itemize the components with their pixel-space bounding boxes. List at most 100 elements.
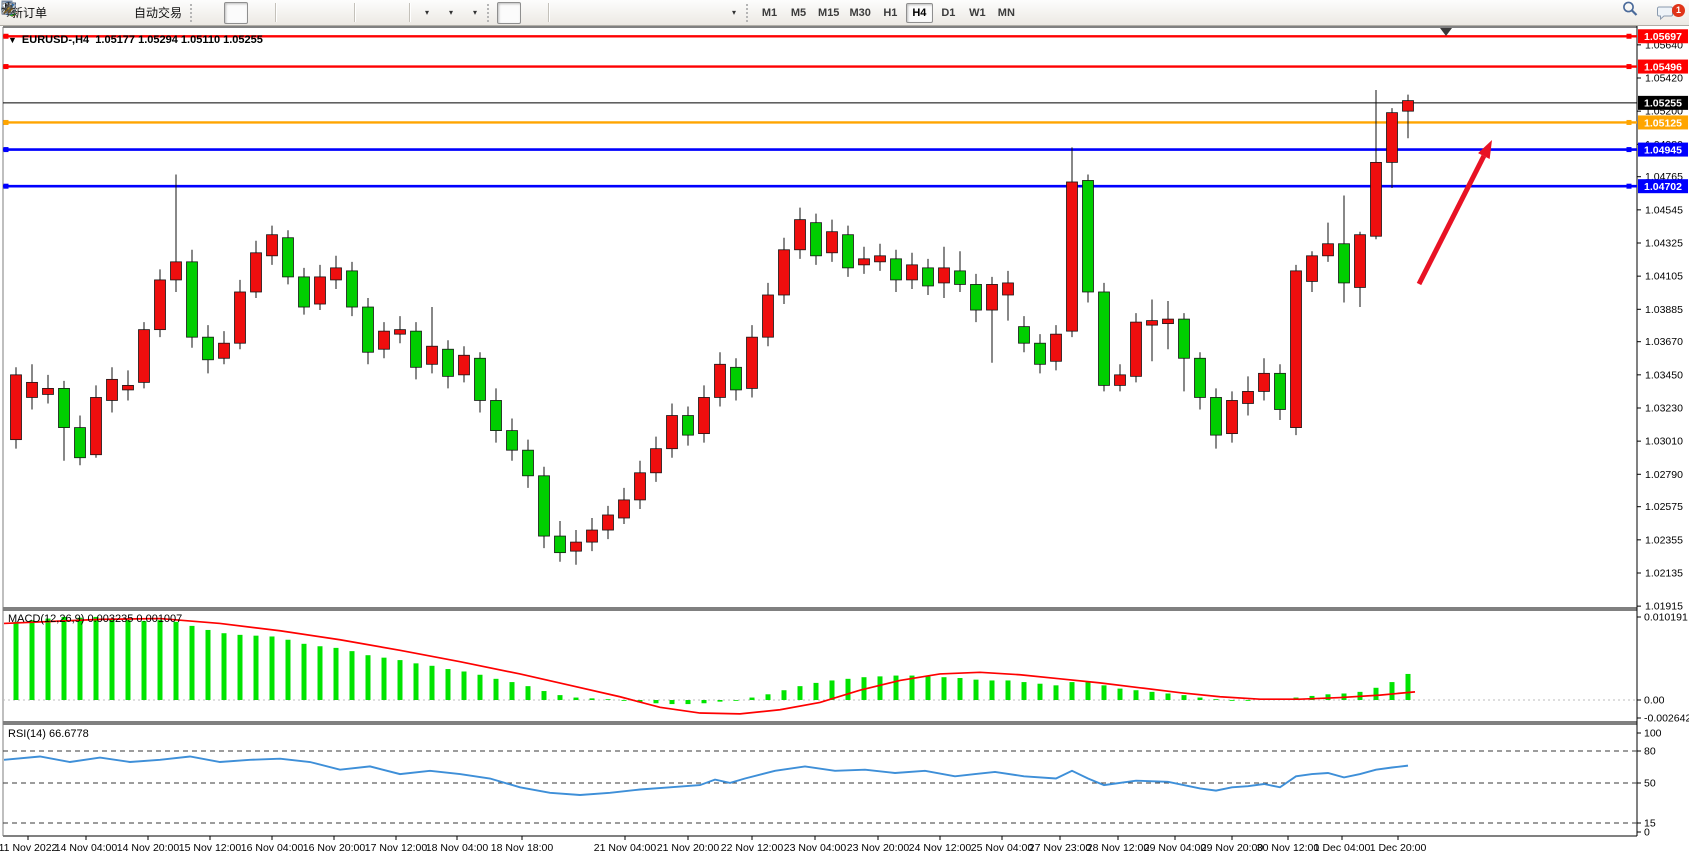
time-axis-label: 16 Nov 04:00: [241, 842, 304, 854]
candle-body: [538, 475, 550, 537]
candle-body: [1322, 243, 1334, 257]
chart-shift-button[interactable]: [3, 2, 406, 24]
timeframe-button-w1[interactable]: W1: [964, 3, 991, 23]
candle-body: [410, 330, 422, 368]
macd-histogram-bar: [733, 700, 739, 701]
arrows-button[interactable]: ▾: [3, 2, 744, 24]
candle-body: [458, 354, 470, 376]
hline-handle[interactable]: [1626, 33, 1632, 39]
hline-handle[interactable]: [3, 147, 9, 153]
toolbar-separator: [275, 3, 277, 22]
arrow-annotation[interactable]: [1416, 154, 1487, 286]
hline-handle[interactable]: [3, 33, 9, 39]
macd-histogram-bar: [557, 695, 563, 700]
zoom-out-button[interactable]: [2, 1, 327, 24]
macd-histogram-bar: [1197, 697, 1203, 700]
timeframe-button-h4[interactable]: H4: [905, 2, 933, 23]
line-chart-button[interactable]: [2, 2, 272, 24]
candle-body: [58, 388, 70, 428]
hline-handle[interactable]: [3, 183, 9, 189]
candle-body: [250, 252, 262, 293]
price-badge-label: 1.05697: [1644, 31, 1682, 43]
candlestick-chart-button[interactable]: [3, 1, 249, 24]
candle-body: [922, 267, 934, 287]
timeframe-button-h1[interactable]: H1: [877, 3, 904, 23]
timeframe-button-d1[interactable]: D1: [935, 3, 962, 23]
crosshair-button[interactable]: [2, 2, 545, 24]
time-axis-label: 22 Nov 12:00: [721, 842, 784, 854]
macd-histogram-bar: [1389, 682, 1395, 700]
new-chart-button[interactable]: ▾: [1, 1, 437, 24]
toolbar-separator: [548, 3, 550, 22]
macd-pane[interactable]: [3, 610, 1637, 722]
toolbar-gripper: [746, 3, 753, 22]
period-button[interactable]: ▾: [1, 1, 461, 24]
bar-chart-button[interactable]: [3, 2, 224, 24]
chart-shift-marker[interactable]: [1440, 28, 1452, 36]
timeframe-button-m15[interactable]: M15: [814, 3, 843, 23]
candle-body: [858, 258, 870, 266]
time-axis-label: 18 Nov 04:00: [426, 842, 489, 854]
candle-body: [1098, 291, 1110, 386]
price-badge: [1638, 29, 1688, 44]
pane-splitter-rsi[interactable]: [3, 721, 1637, 725]
timeframe-button-m5[interactable]: M5: [785, 3, 812, 23]
macd-histogram-bar: [93, 616, 99, 700]
timeframe-button-mn[interactable]: MN: [993, 3, 1020, 23]
macd-histogram-bar: [317, 646, 323, 700]
arrow-annotation-head[interactable]: [1478, 140, 1492, 159]
macd-histogram-bar: [1101, 685, 1107, 700]
community-button[interactable]: [1, 2, 101, 24]
price-badge-label: 1.05496: [1644, 61, 1682, 73]
timeframe-button-m30[interactable]: M30: [845, 3, 874, 23]
macd-histogram-bar: [1373, 687, 1379, 700]
hline-handle[interactable]: [3, 119, 9, 125]
auto-scroll-button[interactable]: [3, 2, 382, 24]
horizontal-line-button[interactable]: [2, 2, 600, 24]
templates-button[interactable]: ▾: [1, 2, 485, 24]
hline-handle[interactable]: [1626, 183, 1632, 189]
price-axis[interactable]: [1637, 27, 1689, 837]
chart-canvas[interactable]: [3, 27, 1637, 609]
text-label-button[interactable]: T: [2, 2, 720, 24]
hline-handle[interactable]: [1626, 119, 1632, 125]
time-axis-label: 14 Nov 20:00: [117, 842, 180, 854]
macd-histogram-bar: [621, 700, 627, 701]
macd-histogram-bar: [445, 669, 451, 700]
signals-button[interactable]: [4, 2, 125, 24]
hline-handle[interactable]: [3, 64, 9, 70]
chart-wizard-button[interactable]: [1, 2, 77, 24]
candle-body: [378, 330, 390, 350]
autotrade-button[interactable]: 自动交易: [1, 2, 188, 24]
rsi-tick-label: 15: [1644, 818, 1656, 830]
channel-button[interactable]: E: [1, 2, 648, 24]
text-button[interactable]: A: [4, 2, 696, 24]
pane-splitter-macd[interactable]: [3, 607, 1637, 611]
candle-body: [730, 366, 742, 391]
toolbar: 新订单 自动交易: [0, 0, 1689, 26]
zoom-in-button[interactable]: [2, 1, 303, 24]
macd-histogram-bar: [973, 679, 979, 700]
trendline-button[interactable]: [2, 2, 624, 24]
collapse-arrow-icon[interactable]: ▼: [8, 35, 17, 45]
fibonacci-button[interactable]: F: [2, 2, 672, 24]
vertical-line-button[interactable]: [7, 2, 576, 24]
timeframe-button-m1[interactable]: M1: [756, 3, 783, 23]
time-axis[interactable]: [3, 836, 1689, 862]
candle-body: [138, 329, 150, 383]
candle-body: [554, 535, 566, 554]
rsi-tick-label: 0: [1644, 827, 1650, 839]
hline-handle[interactable]: [1626, 64, 1632, 70]
tile-windows-button[interactable]: [2, 2, 351, 24]
candle-body: [1290, 270, 1302, 428]
macd-histogram-bar: [461, 671, 467, 700]
time-axis-label: 14 Nov 04:00: [55, 842, 118, 854]
search-button[interactable]: [1621, 1, 1645, 24]
chart-title: ▼ EURUSD-,H4 1.05177 1.05294 1.05110 1.05…: [8, 34, 263, 46]
chat-button[interactable]: 1: [1655, 2, 1685, 24]
hline-handle[interactable]: [1626, 147, 1632, 153]
svg-text:E: E: [12, 11, 16, 17]
cursor-button[interactable]: [5, 1, 522, 24]
rsi-pane[interactable]: [3, 724, 1637, 836]
